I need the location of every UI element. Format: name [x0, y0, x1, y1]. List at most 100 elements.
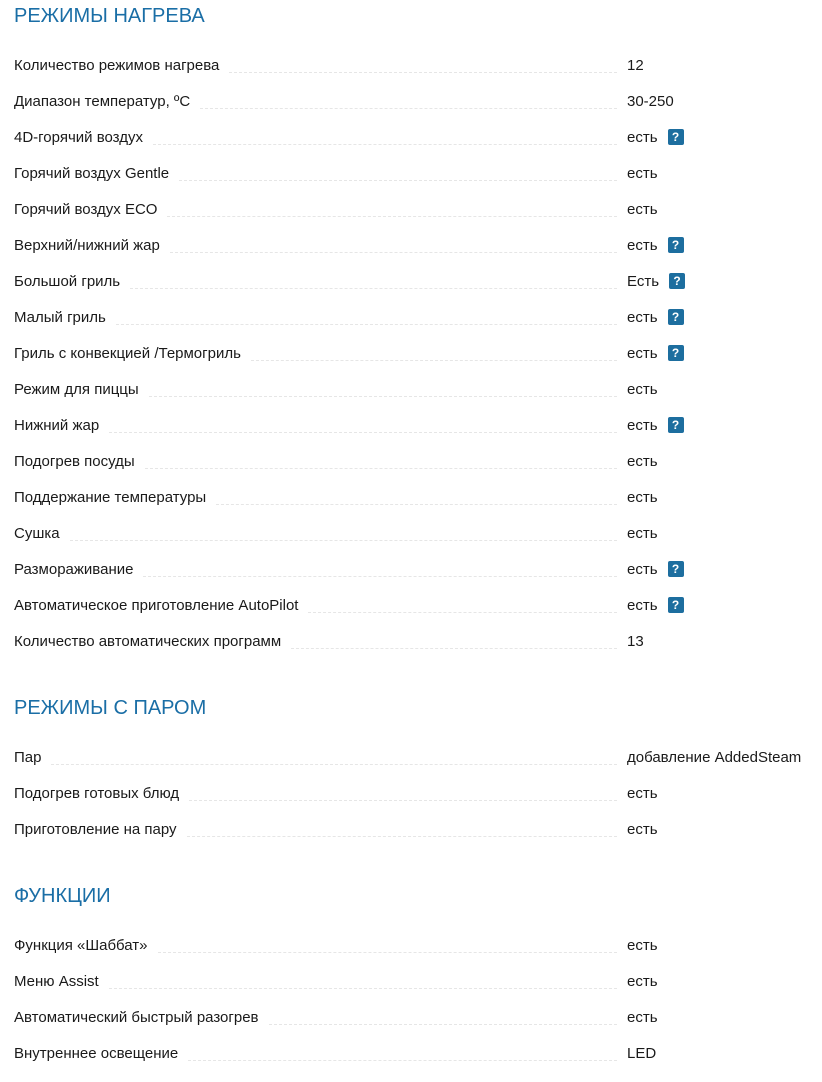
spec-row: Диапазон температур, ºС 30-250: [14, 83, 814, 119]
spec-value: есть: [627, 452, 658, 470]
dotted-leader: [281, 623, 627, 659]
spec-row: Меню Assist есть: [14, 963, 814, 999]
spec-value-cell: Есть ?: [627, 273, 814, 290]
spec-value: есть: [627, 308, 658, 326]
spec-value: LED: [627, 1044, 657, 1062]
dotted-leader: [135, 443, 627, 479]
question-icon[interactable]: ?: [667, 417, 684, 433]
spec-value: есть: [627, 784, 658, 802]
dotted-leader: [298, 587, 627, 623]
dotted-leader: [143, 119, 627, 155]
spec-value: есть: [627, 1008, 658, 1026]
spec-value: 12: [627, 56, 644, 74]
spec-value-cell: есть: [627, 201, 814, 218]
spec-label: Горячий воздух ECO: [14, 200, 158, 218]
spec-value-cell: есть ?: [627, 597, 814, 614]
question-icon[interactable]: ?: [667, 345, 684, 361]
spec-row: Автоматическое приготовление AutoPilot е…: [14, 587, 814, 623]
spec-value: есть: [627, 344, 658, 362]
dotted-leader: [148, 927, 627, 963]
spec-value-cell: есть: [627, 1009, 814, 1026]
spec-label: Режим для пиццы: [14, 380, 139, 398]
dotted-leader: [99, 407, 627, 443]
spec-label: Сушка: [14, 524, 60, 542]
dotted-leader: [219, 47, 627, 83]
question-icon[interactable]: ?: [667, 561, 684, 577]
spec-value: есть: [627, 488, 658, 506]
spec-label: 4D-горячий воздух: [14, 128, 143, 146]
question-icon[interactable]: ?: [667, 597, 684, 613]
spec-row: Поддержание температуры есть: [14, 479, 814, 515]
spec-label: Размораживание: [14, 560, 134, 578]
spec-label: Автоматический быстрый разогрев: [14, 1008, 259, 1026]
dotted-leader: [99, 963, 627, 999]
dotted-leader: [139, 371, 627, 407]
question-icon[interactable]: ?: [667, 309, 684, 325]
question-icon[interactable]: ?: [669, 273, 686, 289]
spec-label: Нижний жар: [14, 416, 100, 434]
spec-value-cell: есть ?: [627, 561, 814, 578]
spec-value-cell: есть: [627, 381, 814, 398]
dotted-leader: [106, 299, 627, 335]
spec-value: есть: [627, 524, 658, 542]
spec-label: Малый гриль: [14, 308, 106, 326]
spec-value: есть: [627, 936, 658, 954]
spec-value: 30-250: [627, 92, 674, 110]
dotted-leader: [169, 155, 627, 191]
spec-label: Гриль с конвекцией /Термогриль: [14, 344, 241, 362]
spec-value: есть: [627, 820, 658, 838]
spec-row: Автоматический быстрый разогрев есть: [14, 999, 814, 1035]
spec-value: есть: [627, 972, 658, 990]
spec-value-cell: есть: [627, 785, 814, 802]
spec-row: Внутреннее освещение LED: [14, 1035, 814, 1071]
spec-value: есть: [627, 164, 658, 182]
spec-value: 13: [627, 632, 644, 650]
spec-row: Нижний жар есть ?: [14, 407, 814, 443]
spec-value: есть: [627, 128, 658, 146]
spec-row: Горячий воздух Gentle есть: [14, 155, 814, 191]
spec-section: РЕЖИМЫ С ПАРОМ Пар добавление AddedSteam…: [14, 692, 822, 847]
spec-value-cell: есть: [627, 525, 814, 542]
spec-value-cell: есть ?: [627, 309, 814, 326]
spec-row: Горячий воздух ECO есть: [14, 191, 814, 227]
spec-label: Приготовление на пару: [14, 820, 177, 838]
dotted-leader: [120, 263, 627, 299]
section-title: РЕЖИМЫ С ПАРОМ: [14, 697, 207, 719]
spec-row: Малый гриль есть ?: [14, 299, 814, 335]
dotted-leader: [157, 191, 627, 227]
spec-label: Подогрев готовых блюд: [14, 784, 180, 802]
spec-value-cell: есть ?: [627, 237, 814, 254]
spec-label: Внутреннее освещение: [14, 1044, 179, 1062]
spec-row: Подогрев готовых блюд есть: [14, 775, 814, 811]
spec-value: есть: [627, 560, 658, 578]
dotted-leader: [179, 775, 627, 811]
spec-row: Количество автоматических программ 13: [14, 623, 814, 659]
dotted-leader: [177, 811, 627, 847]
spec-label: Количество автоматических программ: [14, 632, 282, 650]
spec-row: Функция «Шаббат» есть: [14, 927, 814, 963]
spec-value-cell: есть: [627, 937, 814, 954]
dotted-leader: [133, 551, 627, 587]
section-title: ФУНКЦИИ: [14, 885, 111, 907]
spec-row: Сушка есть: [14, 515, 814, 551]
spec-value-cell: 13: [627, 633, 814, 650]
question-icon[interactable]: ?: [667, 129, 684, 145]
spec-label: Большой гриль: [14, 272, 121, 290]
section-title: РЕЖИМЫ НАГРЕВА: [14, 5, 205, 27]
spec-label: Горячий воздух Gentle: [14, 164, 170, 182]
dotted-leader: [259, 999, 627, 1035]
spec-value-cell: есть: [627, 821, 814, 838]
spec-value-cell: есть: [627, 489, 814, 506]
spec-row: Верхний/нижний жар есть ?: [14, 227, 814, 263]
spec-label: Меню Assist: [14, 972, 99, 990]
spec-value-cell: есть ?: [627, 129, 814, 146]
spec-value-cell: добавление AddedSteam: [627, 749, 814, 766]
spec-row: Режим для пиццы есть: [14, 371, 814, 407]
spec-row: 4D-горячий воздух есть ?: [14, 119, 814, 155]
question-icon[interactable]: ?: [667, 237, 684, 253]
spec-row: Размораживание есть ?: [14, 551, 814, 587]
spec-value: добавление AddedSteam: [627, 748, 802, 766]
spec-value-cell: есть: [627, 973, 814, 990]
spec-value-cell: есть ?: [627, 345, 814, 362]
